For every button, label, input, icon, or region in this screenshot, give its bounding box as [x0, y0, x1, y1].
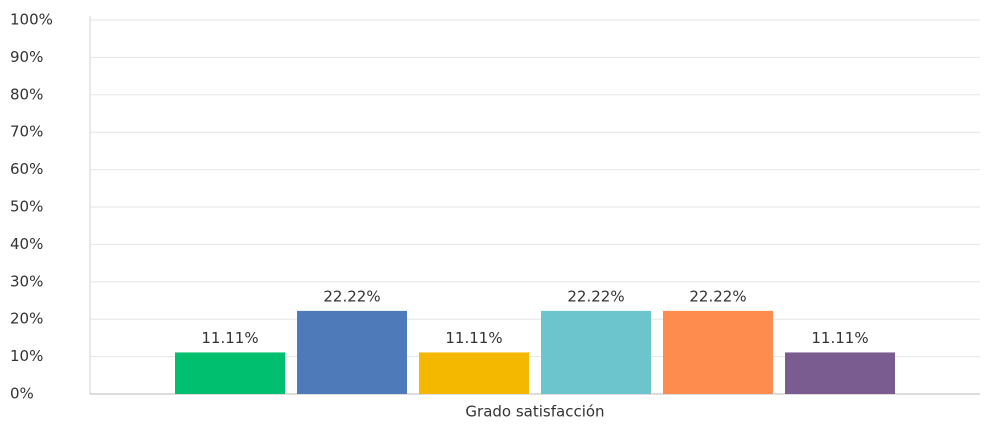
- y-tick-label: 70%: [10, 123, 43, 141]
- data-label: 22.22%: [567, 287, 624, 305]
- bar: [419, 352, 529, 394]
- data-label: 22.22%: [323, 287, 380, 305]
- y-tick-label: 30%: [10, 272, 43, 290]
- bar: [175, 352, 285, 394]
- bar: [541, 310, 651, 394]
- x-tick-label: Grado satisfacción: [465, 403, 604, 421]
- y-tick-label: 80%: [10, 85, 43, 103]
- data-label: 11.11%: [201, 329, 258, 347]
- data-label: 11.11%: [811, 329, 868, 347]
- y-tick-label: 10%: [10, 347, 43, 365]
- y-tick-label: 50%: [10, 198, 43, 216]
- y-tick-label: 90%: [10, 48, 43, 66]
- y-tick-label: 0%: [10, 385, 34, 403]
- bar: [297, 310, 407, 394]
- data-label: 22.22%: [689, 287, 746, 305]
- bar: [785, 352, 895, 394]
- y-tick-label: 20%: [10, 310, 43, 328]
- bar: [663, 310, 773, 394]
- y-tick-label: 60%: [10, 160, 43, 178]
- y-tick-label: 40%: [10, 235, 43, 253]
- data-label: 11.11%: [445, 329, 502, 347]
- y-tick-label: 100%: [10, 11, 53, 29]
